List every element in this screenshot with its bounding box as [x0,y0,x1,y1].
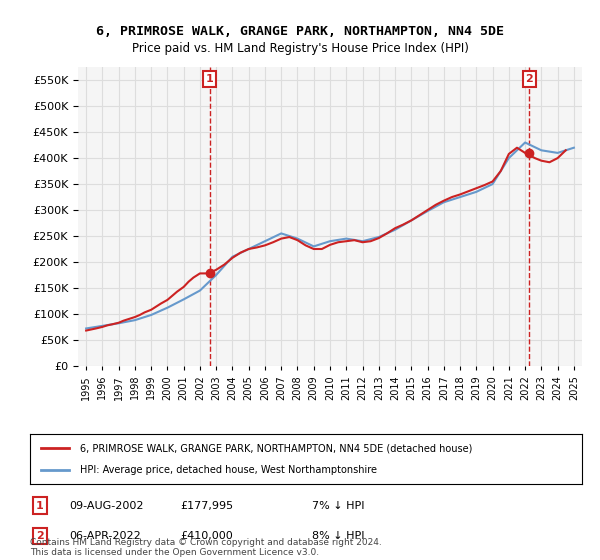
Text: 6, PRIMROSE WALK, GRANGE PARK, NORTHAMPTON, NN4 5DE: 6, PRIMROSE WALK, GRANGE PARK, NORTHAMPT… [96,25,504,38]
Text: 8% ↓ HPI: 8% ↓ HPI [312,531,365,541]
Text: 6, PRIMROSE WALK, GRANGE PARK, NORTHAMPTON, NN4 5DE (detached house): 6, PRIMROSE WALK, GRANGE PARK, NORTHAMPT… [80,443,472,453]
Text: 2: 2 [525,74,533,84]
Text: £410,000: £410,000 [180,531,233,541]
Text: 09-AUG-2002: 09-AUG-2002 [69,501,143,511]
Text: HPI: Average price, detached house, West Northamptonshire: HPI: Average price, detached house, West… [80,465,377,475]
Text: 7% ↓ HPI: 7% ↓ HPI [312,501,365,511]
Text: 06-APR-2022: 06-APR-2022 [69,531,141,541]
Text: 1: 1 [206,74,214,84]
Text: 2: 2 [36,531,44,541]
Text: Price paid vs. HM Land Registry's House Price Index (HPI): Price paid vs. HM Land Registry's House … [131,42,469,55]
Text: 1: 1 [36,501,44,511]
Text: Contains HM Land Registry data © Crown copyright and database right 2024.
This d: Contains HM Land Registry data © Crown c… [30,538,382,557]
Text: £177,995: £177,995 [180,501,233,511]
